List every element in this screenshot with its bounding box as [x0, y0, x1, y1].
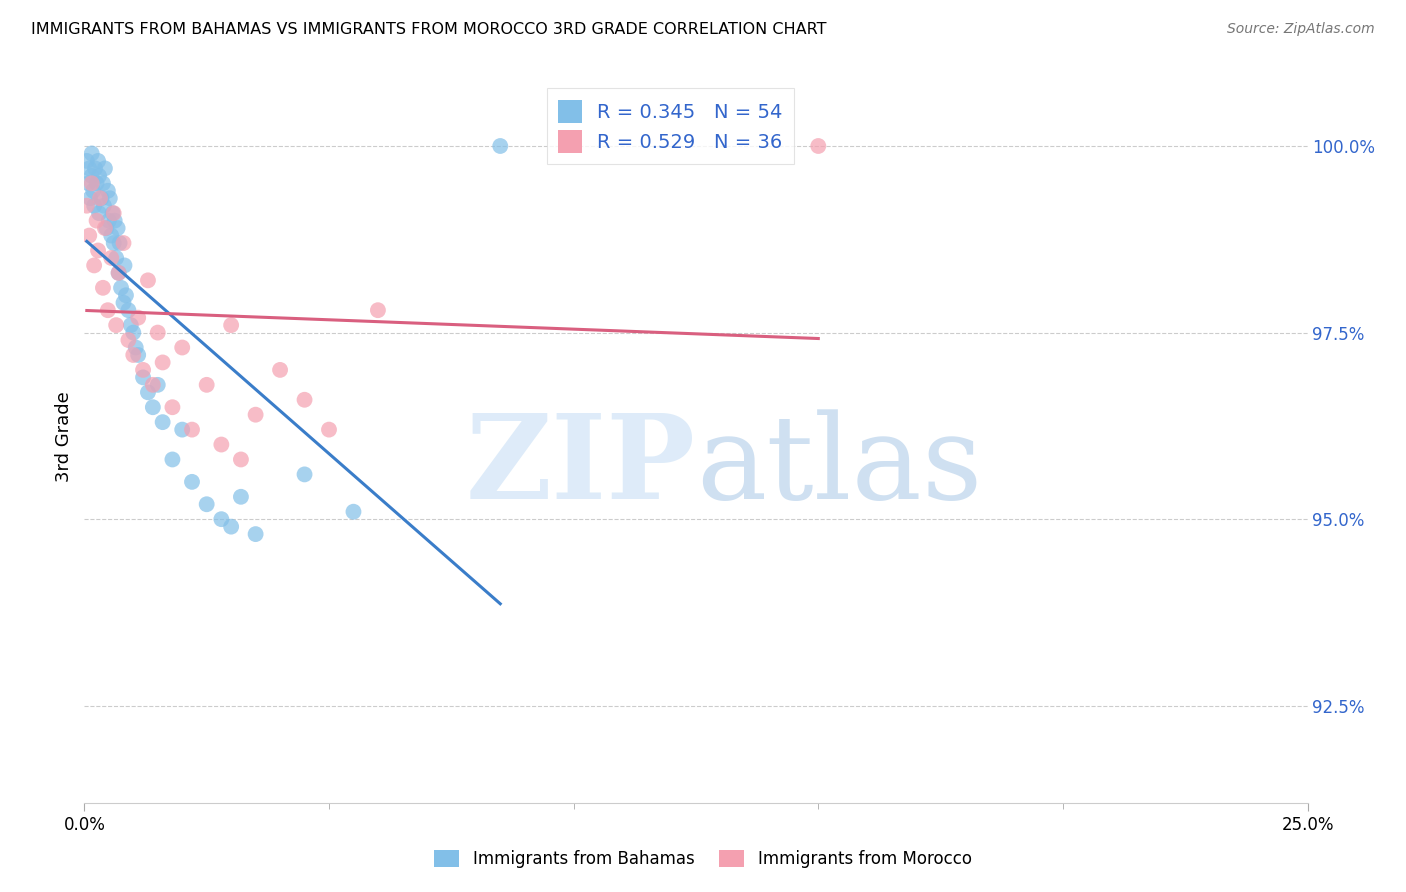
Point: [181, 475, 204, 489]
Point: [96, 221, 118, 235]
Point: [80, 177, 103, 191]
Y-axis label: 3rd Grade: 3rd Grade: [55, 392, 73, 483]
Point: [93, 199, 115, 213]
Point: [209, 437, 232, 451]
Point: [97, 303, 120, 318]
Point: [122, 348, 145, 362]
Point: [87, 169, 110, 183]
Point: [342, 505, 364, 519]
Point: [98, 191, 121, 205]
Point: [172, 341, 194, 355]
Point: [195, 377, 218, 392]
Legend: R = 0.345   N = 54, R = 0.529   N = 36: R = 0.345 N = 54, R = 0.529 N = 36: [547, 88, 794, 164]
Point: [76, 199, 98, 213]
Point: [86, 177, 108, 191]
Point: [181, 423, 204, 437]
Point: [162, 452, 184, 467]
Point: [76, 153, 98, 168]
Point: [245, 408, 267, 422]
Point: [269, 363, 291, 377]
Text: ZIP: ZIP: [465, 409, 696, 524]
Legend: Immigrants from Bahamas, Immigrants from Morocco: Immigrants from Bahamas, Immigrants from…: [427, 843, 979, 875]
Point: [87, 153, 110, 168]
Point: [120, 318, 142, 332]
Point: [87, 244, 110, 258]
Point: [97, 213, 120, 227]
Point: [87, 206, 110, 220]
Point: [77, 161, 100, 176]
Point: [115, 288, 138, 302]
Point: [89, 191, 111, 205]
Point: [94, 221, 117, 235]
Point: [195, 497, 218, 511]
Point: [105, 318, 128, 332]
Point: [172, 423, 194, 437]
Point: [91, 281, 114, 295]
Point: [107, 221, 129, 235]
Point: [91, 177, 114, 191]
Point: [94, 161, 117, 176]
Point: [142, 401, 165, 415]
Point: [127, 348, 149, 362]
Point: [83, 199, 105, 213]
Point: [125, 341, 148, 355]
Point: [107, 266, 129, 280]
Point: [103, 206, 125, 220]
Point: [367, 303, 389, 318]
Point: [807, 139, 830, 153]
Point: [79, 191, 101, 205]
Point: [83, 259, 105, 273]
Point: [294, 392, 316, 407]
Point: [104, 213, 127, 227]
Text: Source: ZipAtlas.com: Source: ZipAtlas.com: [1227, 22, 1375, 37]
Point: [117, 303, 139, 318]
Point: [100, 228, 122, 243]
Point: [146, 377, 169, 392]
Point: [142, 377, 165, 392]
Point: [105, 251, 128, 265]
Point: [101, 206, 124, 220]
Point: [77, 177, 100, 191]
Point: [162, 401, 184, 415]
Point: [112, 295, 135, 310]
Point: [80, 169, 103, 183]
Point: [245, 527, 267, 541]
Point: [294, 467, 316, 482]
Point: [97, 184, 120, 198]
Point: [219, 519, 242, 533]
Point: [152, 415, 174, 429]
Point: [132, 370, 155, 384]
Point: [110, 281, 132, 295]
Point: [318, 423, 340, 437]
Point: [229, 452, 252, 467]
Point: [122, 326, 145, 340]
Point: [86, 213, 108, 227]
Point: [117, 333, 139, 347]
Point: [127, 310, 149, 325]
Point: [219, 318, 242, 332]
Point: [84, 161, 107, 176]
Point: [136, 273, 159, 287]
Point: [80, 146, 103, 161]
Point: [103, 235, 125, 250]
Point: [146, 326, 169, 340]
Point: [132, 363, 155, 377]
Point: [100, 251, 122, 265]
Point: [136, 385, 159, 400]
Point: [489, 139, 512, 153]
Point: [209, 512, 232, 526]
Point: [90, 191, 112, 205]
Point: [108, 235, 131, 250]
Point: [77, 228, 100, 243]
Point: [114, 259, 136, 273]
Point: [229, 490, 252, 504]
Point: [82, 184, 104, 198]
Text: IMMIGRANTS FROM BAHAMAS VS IMMIGRANTS FROM MOROCCO 3RD GRADE CORRELATION CHART: IMMIGRANTS FROM BAHAMAS VS IMMIGRANTS FR…: [31, 22, 827, 37]
Point: [107, 266, 129, 280]
Point: [112, 235, 135, 250]
Text: atlas: atlas: [696, 409, 983, 524]
Point: [152, 355, 174, 369]
